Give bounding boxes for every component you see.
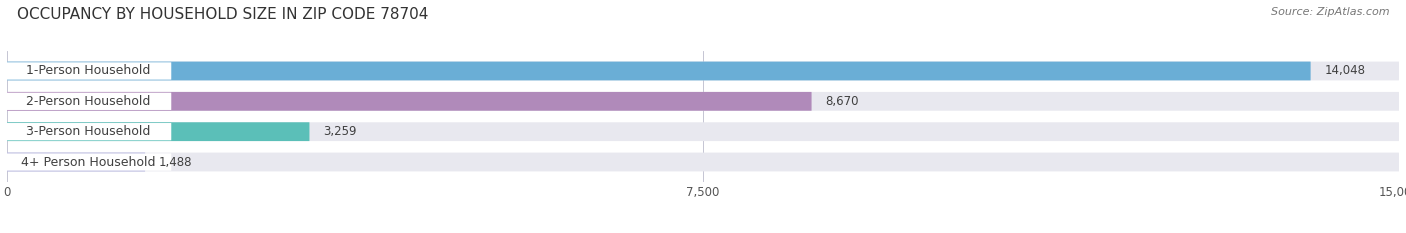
FancyBboxPatch shape: [7, 92, 811, 111]
Text: 3-Person Household: 3-Person Household: [25, 125, 150, 138]
Text: 8,670: 8,670: [825, 95, 859, 108]
FancyBboxPatch shape: [4, 123, 172, 140]
Text: 14,048: 14,048: [1324, 65, 1365, 78]
FancyBboxPatch shape: [7, 122, 1399, 141]
FancyBboxPatch shape: [7, 92, 1399, 111]
Text: 1,488: 1,488: [159, 155, 193, 168]
FancyBboxPatch shape: [7, 122, 309, 141]
Text: OCCUPANCY BY HOUSEHOLD SIZE IN ZIP CODE 78704: OCCUPANCY BY HOUSEHOLD SIZE IN ZIP CODE …: [17, 7, 429, 22]
FancyBboxPatch shape: [4, 62, 172, 80]
Text: 2-Person Household: 2-Person Household: [25, 95, 150, 108]
Text: Source: ZipAtlas.com: Source: ZipAtlas.com: [1271, 7, 1389, 17]
FancyBboxPatch shape: [4, 153, 172, 171]
FancyBboxPatch shape: [4, 93, 172, 110]
FancyBboxPatch shape: [7, 153, 145, 171]
Text: 3,259: 3,259: [323, 125, 357, 138]
FancyBboxPatch shape: [7, 153, 1399, 171]
FancyBboxPatch shape: [7, 62, 1399, 80]
FancyBboxPatch shape: [7, 62, 1310, 80]
Text: 1-Person Household: 1-Person Household: [25, 65, 150, 78]
Text: 4+ Person Household: 4+ Person Household: [21, 155, 155, 168]
